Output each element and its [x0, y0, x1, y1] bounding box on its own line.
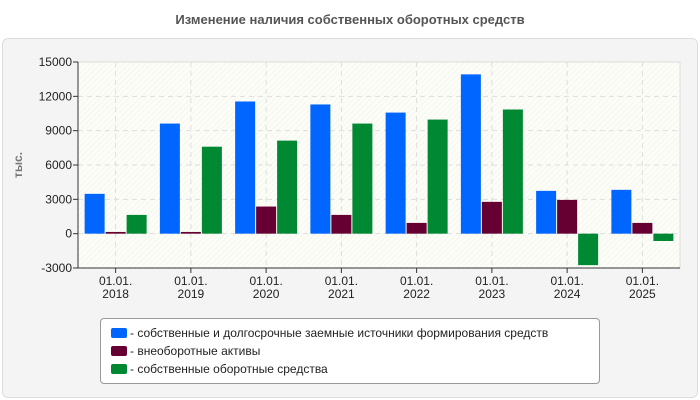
bar [310, 104, 331, 234]
bar [105, 231, 126, 234]
legend-label: - собственные и долгосрочные заемные ист… [130, 326, 549, 340]
bar [481, 201, 502, 234]
bar [653, 233, 674, 241]
bar [385, 112, 406, 234]
bar [84, 193, 105, 234]
y-tick-label: -3000 [41, 261, 72, 275]
bar [352, 123, 373, 234]
x-tick-label: 2019 [178, 287, 205, 301]
y-tick-label: 9000 [45, 124, 72, 138]
legend-item-sources[interactable]: - собственные и долгосрочные заемные ист… [111, 325, 548, 341]
legend-swatch [111, 346, 127, 356]
x-tick-label: 01.01. [99, 274, 132, 288]
bar [406, 222, 427, 234]
legend-item-working-capital[interactable]: - собственные оборотные средства [111, 361, 328, 377]
bar [578, 233, 599, 266]
bar [201, 146, 222, 234]
x-tick-label: 01.01. [325, 274, 358, 288]
x-tick-label: 2018 [102, 287, 129, 301]
legend-swatch [111, 364, 127, 374]
bar [180, 231, 201, 234]
y-axis-label: тыс. [11, 152, 25, 178]
x-tick-label: 2022 [403, 287, 430, 301]
y-tick-label: 0 [65, 227, 72, 241]
x-tick-label: 01.01. [475, 274, 508, 288]
x-tick-label: 2021 [328, 287, 355, 301]
x-tick-label: 01.01. [400, 274, 433, 288]
y-tick-label: 6000 [45, 158, 72, 172]
y-tick-label: 3000 [45, 192, 72, 206]
x-tick-label: 2023 [479, 287, 506, 301]
y-tick-label: 15000 [39, 55, 73, 69]
bar [460, 74, 481, 234]
bar [611, 189, 632, 234]
bar [277, 140, 298, 234]
x-tick-label: 01.01. [626, 274, 659, 288]
bar [256, 206, 277, 234]
x-tick-label: 2020 [253, 287, 280, 301]
bar [331, 214, 352, 234]
bar [536, 190, 557, 234]
bar [427, 119, 448, 234]
bar [235, 101, 256, 234]
legend: - собственные и долгосрочные заемные ист… [100, 318, 600, 384]
legend-label: - собственные оборотные средства [130, 362, 328, 376]
x-tick-label: 2025 [629, 287, 656, 301]
y-tick-label: 12000 [39, 89, 73, 103]
chart-title: Изменение наличия собственных оборотных … [175, 12, 525, 27]
legend-label: - внеоборотные активы [130, 344, 261, 358]
bar [159, 123, 180, 234]
x-tick-label: 01.01. [249, 274, 282, 288]
bar [126, 214, 147, 234]
legend-item-noncurrent-assets[interactable]: - внеоборотные активы [111, 343, 260, 359]
legend-swatch [111, 328, 127, 338]
x-tick-label: 01.01. [174, 274, 207, 288]
bar [502, 109, 523, 234]
bar [632, 222, 653, 234]
bar [557, 199, 578, 234]
x-tick-label: 2024 [554, 287, 581, 301]
x-tick-label: 01.01. [550, 274, 583, 288]
